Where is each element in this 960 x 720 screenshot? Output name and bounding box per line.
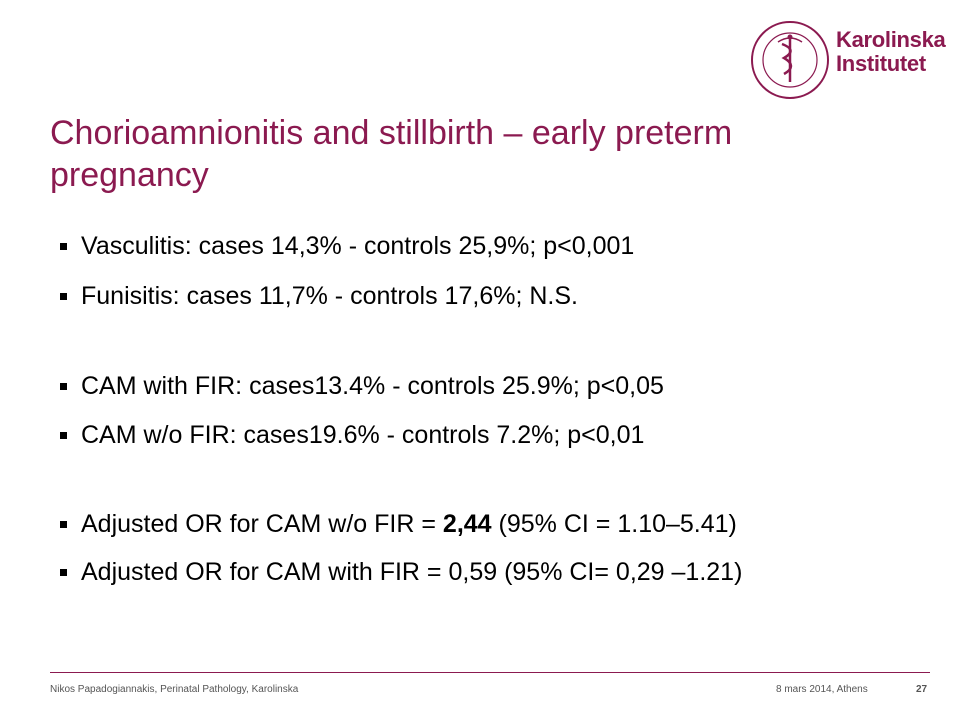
bullet-square-icon	[60, 243, 67, 250]
bullet-square-icon	[60, 293, 67, 300]
bullet-text: Adjusted OR for CAM w/o FIR = 2,44 (95% …	[81, 510, 737, 539]
title-line-2: pregnancy	[50, 156, 209, 194]
karolinska-seal-icon	[751, 21, 829, 99]
bullet-text: Vasculitis: cases 14,3% - controls 25,9%…	[81, 232, 635, 260]
title-line-1: Chorioamnionitis and stillbirth – early …	[50, 114, 733, 152]
bullet-text: Funisitis: cases 11,7% - controls 17,6%;…	[81, 282, 578, 310]
slide-title: Chorioamnionitis and stillbirth – early …	[50, 112, 910, 196]
bullet-text: CAM with FIR: cases13.4% - controls 25.9…	[81, 372, 664, 400]
bullet-text: CAM w/o FIR: cases19.6% - controls 7.2%;…	[81, 421, 645, 449]
bullet-text-bold-value: 2,44	[442, 510, 492, 538]
bullet-square-icon	[60, 521, 67, 528]
bullet-text: Adjusted OR for CAM with FIR = 0,59 (95%…	[81, 558, 743, 586]
bullet-square-icon	[60, 432, 67, 439]
footer-date: 8 mars 2014, Athens	[776, 684, 868, 695]
karolinska-logo: Karolinska Institutet	[748, 18, 946, 99]
bullet-text-prefix: Adjusted OR for CAM w/o FIR =	[81, 510, 443, 538]
bullet-text-suffix: (95% CI = 1.10–5.41)	[491, 510, 737, 538]
logo-line-1: Karolinska	[836, 27, 946, 52]
logo-line-2: Institutet	[836, 51, 926, 76]
footer-author: Nikos Papadogiannakis, Perinatal Patholo…	[50, 684, 299, 695]
bullet-square-icon	[60, 383, 67, 390]
bullet-square-icon	[60, 569, 67, 576]
page-number: 27	[916, 684, 928, 695]
footer-divider	[50, 672, 930, 673]
